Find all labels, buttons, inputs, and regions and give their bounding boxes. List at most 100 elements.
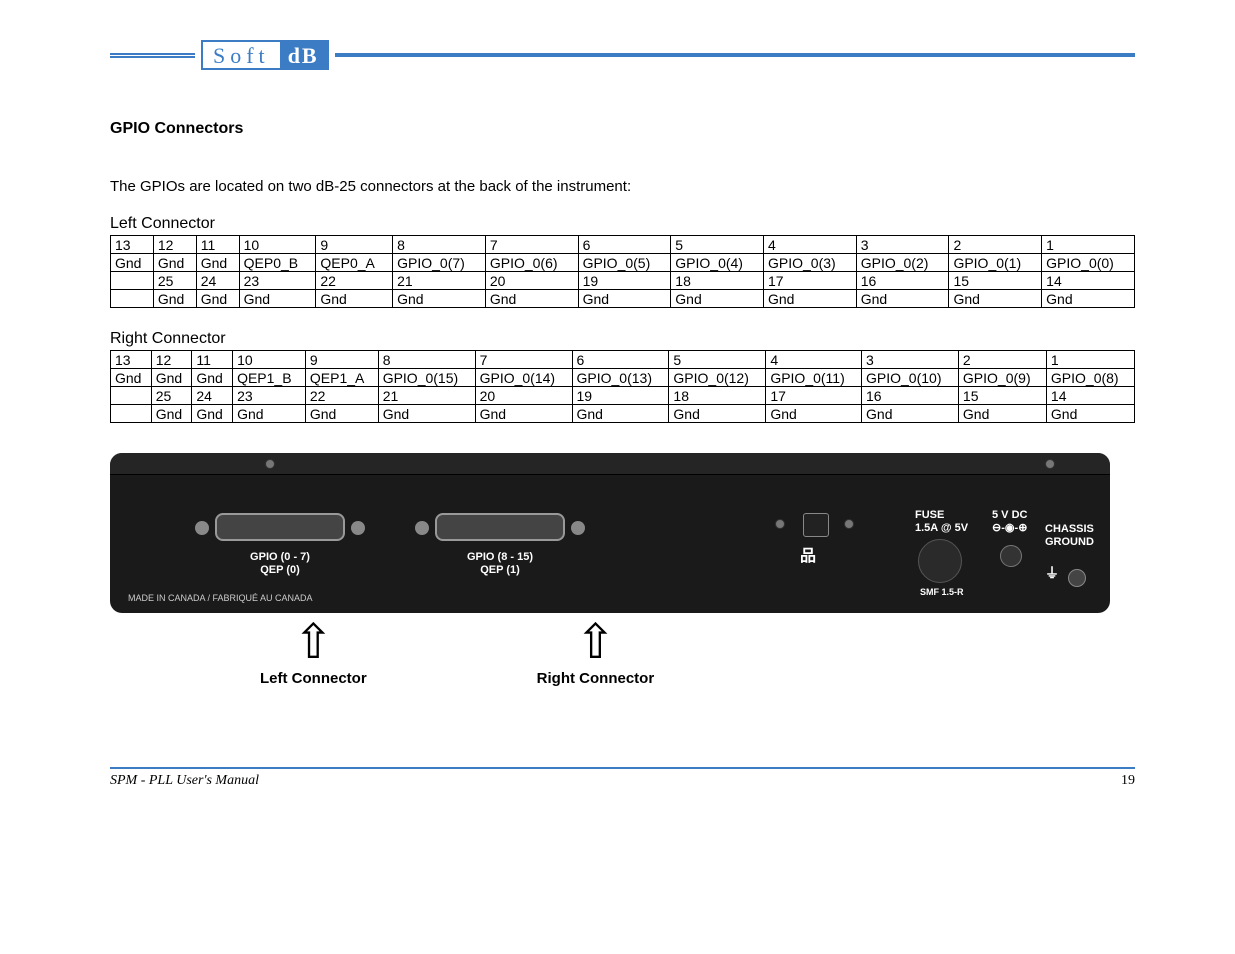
pinout-cell: GPIO_0(0) [1042,254,1135,272]
pinout-cell: Gnd [378,405,475,423]
pinout-cell: GPIO_0(13) [572,369,669,387]
chassis-ground-post [1068,569,1086,587]
pinout-cell: 2 [958,351,1046,369]
pinout-cell: 7 [485,236,578,254]
pinout-cell: Gnd [111,254,154,272]
arrow-up-icon: ⇧ [575,621,615,664]
pinout-cell: GPIO_0(10) [862,369,959,387]
pinout-cell: Gnd [958,405,1046,423]
left-connector-title: Left Connector [110,215,1135,233]
pinout-cell: 18 [669,387,766,405]
right-connector-arrow: ⇧ Right Connector [537,621,655,687]
left-connector-arrow: ⇧ Left Connector [260,621,367,687]
pinout-cell: Gnd [233,405,306,423]
pinout-cell: 14 [1042,272,1135,290]
pinout-cell: 3 [856,236,949,254]
pinout-cell: Gnd [196,254,239,272]
pinout-cell: Gnd [475,405,572,423]
pinout-cell: QEP0_A [316,254,393,272]
pinout-cell: 21 [378,387,475,405]
pinout-cell: QEP0_B [239,254,316,272]
pinout-cell: 13 [111,351,152,369]
pinout-cell: 7 [475,351,572,369]
pinout-cell: 10 [233,351,306,369]
pinout-cell: GPIO_0(3) [764,254,857,272]
fuse-type: SMF 1.5-R [920,587,964,598]
pinout-cell: GPIO_0(12) [669,369,766,387]
ethernet-icon: 品 [800,547,816,566]
pinout-cell: QEP1_B [233,369,306,387]
right-connector-arrow-label: Right Connector [537,670,655,687]
pinout-cell: Gnd [153,254,196,272]
pinout-cell: Gnd [949,290,1042,308]
pinout-cell: 24 [196,272,239,290]
pinout-cell: 11 [192,351,233,369]
pinout-cell: Gnd [151,369,192,387]
page-number: 19 [1121,773,1135,789]
pinout-cell: Gnd [766,405,862,423]
dc-label: 5 V DC ⊖-◉-⊕ [992,509,1027,535]
pinout-cell: 9 [316,236,393,254]
device-back-panel: GPIO (0 - 7) QEP (0) GPIO (8 - 15) QEP (… [110,453,1110,613]
device-illustration: GPIO (0 - 7) QEP (0) GPIO (8 - 15) QEP (… [110,453,1135,687]
pinout-cell: Gnd [578,290,671,308]
fuse-holder [918,539,962,583]
pinout-cell: 22 [316,272,393,290]
right-connector-table: 13121110987654321GndGndGndQEP1_BQEP1_AGP… [110,350,1135,423]
pinout-cell: 19 [572,387,669,405]
pinout-cell: 4 [764,236,857,254]
pinout-cell: 13 [111,236,154,254]
pinout-cell: GPIO_0(2) [856,254,949,272]
pinout-cell: 20 [485,272,578,290]
pinout-cell: 15 [949,272,1042,290]
pinout-cell: 15 [958,387,1046,405]
pinout-cell: 12 [153,236,196,254]
pinout-cell: 5 [671,236,764,254]
pinout-cell: 16 [856,272,949,290]
db25-left-label: GPIO (0 - 7) QEP (0) [220,551,340,577]
header-bar: Soft dB [110,40,1135,70]
pinout-cell: 22 [305,387,378,405]
chassis-ground-label: CHASSIS GROUND [1045,523,1094,549]
pinout-cell: 1 [1046,351,1134,369]
pinout-cell: Gnd [764,290,857,308]
pinout-cell: GPIO_0(1) [949,254,1042,272]
pinout-cell: 23 [239,272,316,290]
pinout-cell: 16 [862,387,959,405]
pinout-cell: 25 [153,272,196,290]
pinout-cell: GPIO_0(15) [378,369,475,387]
pinout-cell: GPIO_0(6) [485,254,578,272]
logo: Soft dB [201,40,329,70]
pinout-cell [111,272,154,290]
pinout-cell: Gnd [856,290,949,308]
pinout-cell: Gnd [316,290,393,308]
pinout-cell: 17 [764,272,857,290]
pinout-cell: Gnd [671,290,764,308]
pinout-cell: Gnd [305,405,378,423]
pinout-cell: 21 [393,272,486,290]
pinout-cell: 6 [578,236,671,254]
connector-arrows: ⇧ Left Connector ⇧ Right Connector [260,621,1135,687]
pinout-cell: 25 [151,387,192,405]
pinout-cell: 11 [196,236,239,254]
footer: SPM - PLL User's Manual 19 [110,769,1135,789]
section-heading: GPIO Connectors [110,120,1135,138]
pinout-cell: Gnd [862,405,959,423]
pinout-cell: Gnd [239,290,316,308]
pinout-cell: Gnd [1042,290,1135,308]
pinout-cell [111,405,152,423]
pinout-cell: 8 [378,351,475,369]
db25-right-label: GPIO (8 - 15) QEP (1) [440,551,560,577]
pinout-cell: 24 [192,387,233,405]
footer-title: SPM - PLL User's Manual [110,773,259,789]
fuse-label: FUSE 1.5A @ 5V [915,509,968,535]
pinout-cell: GPIO_0(7) [393,254,486,272]
pinout-cell: Gnd [151,405,192,423]
header-rule-left [110,53,195,58]
pinout-cell: 19 [578,272,671,290]
header-rule-right [335,53,1135,57]
pinout-cell: GPIO_0(8) [1046,369,1134,387]
pinout-cell: 3 [862,351,959,369]
pinout-cell: GPIO_0(5) [578,254,671,272]
pinout-cell: Gnd [1046,405,1134,423]
